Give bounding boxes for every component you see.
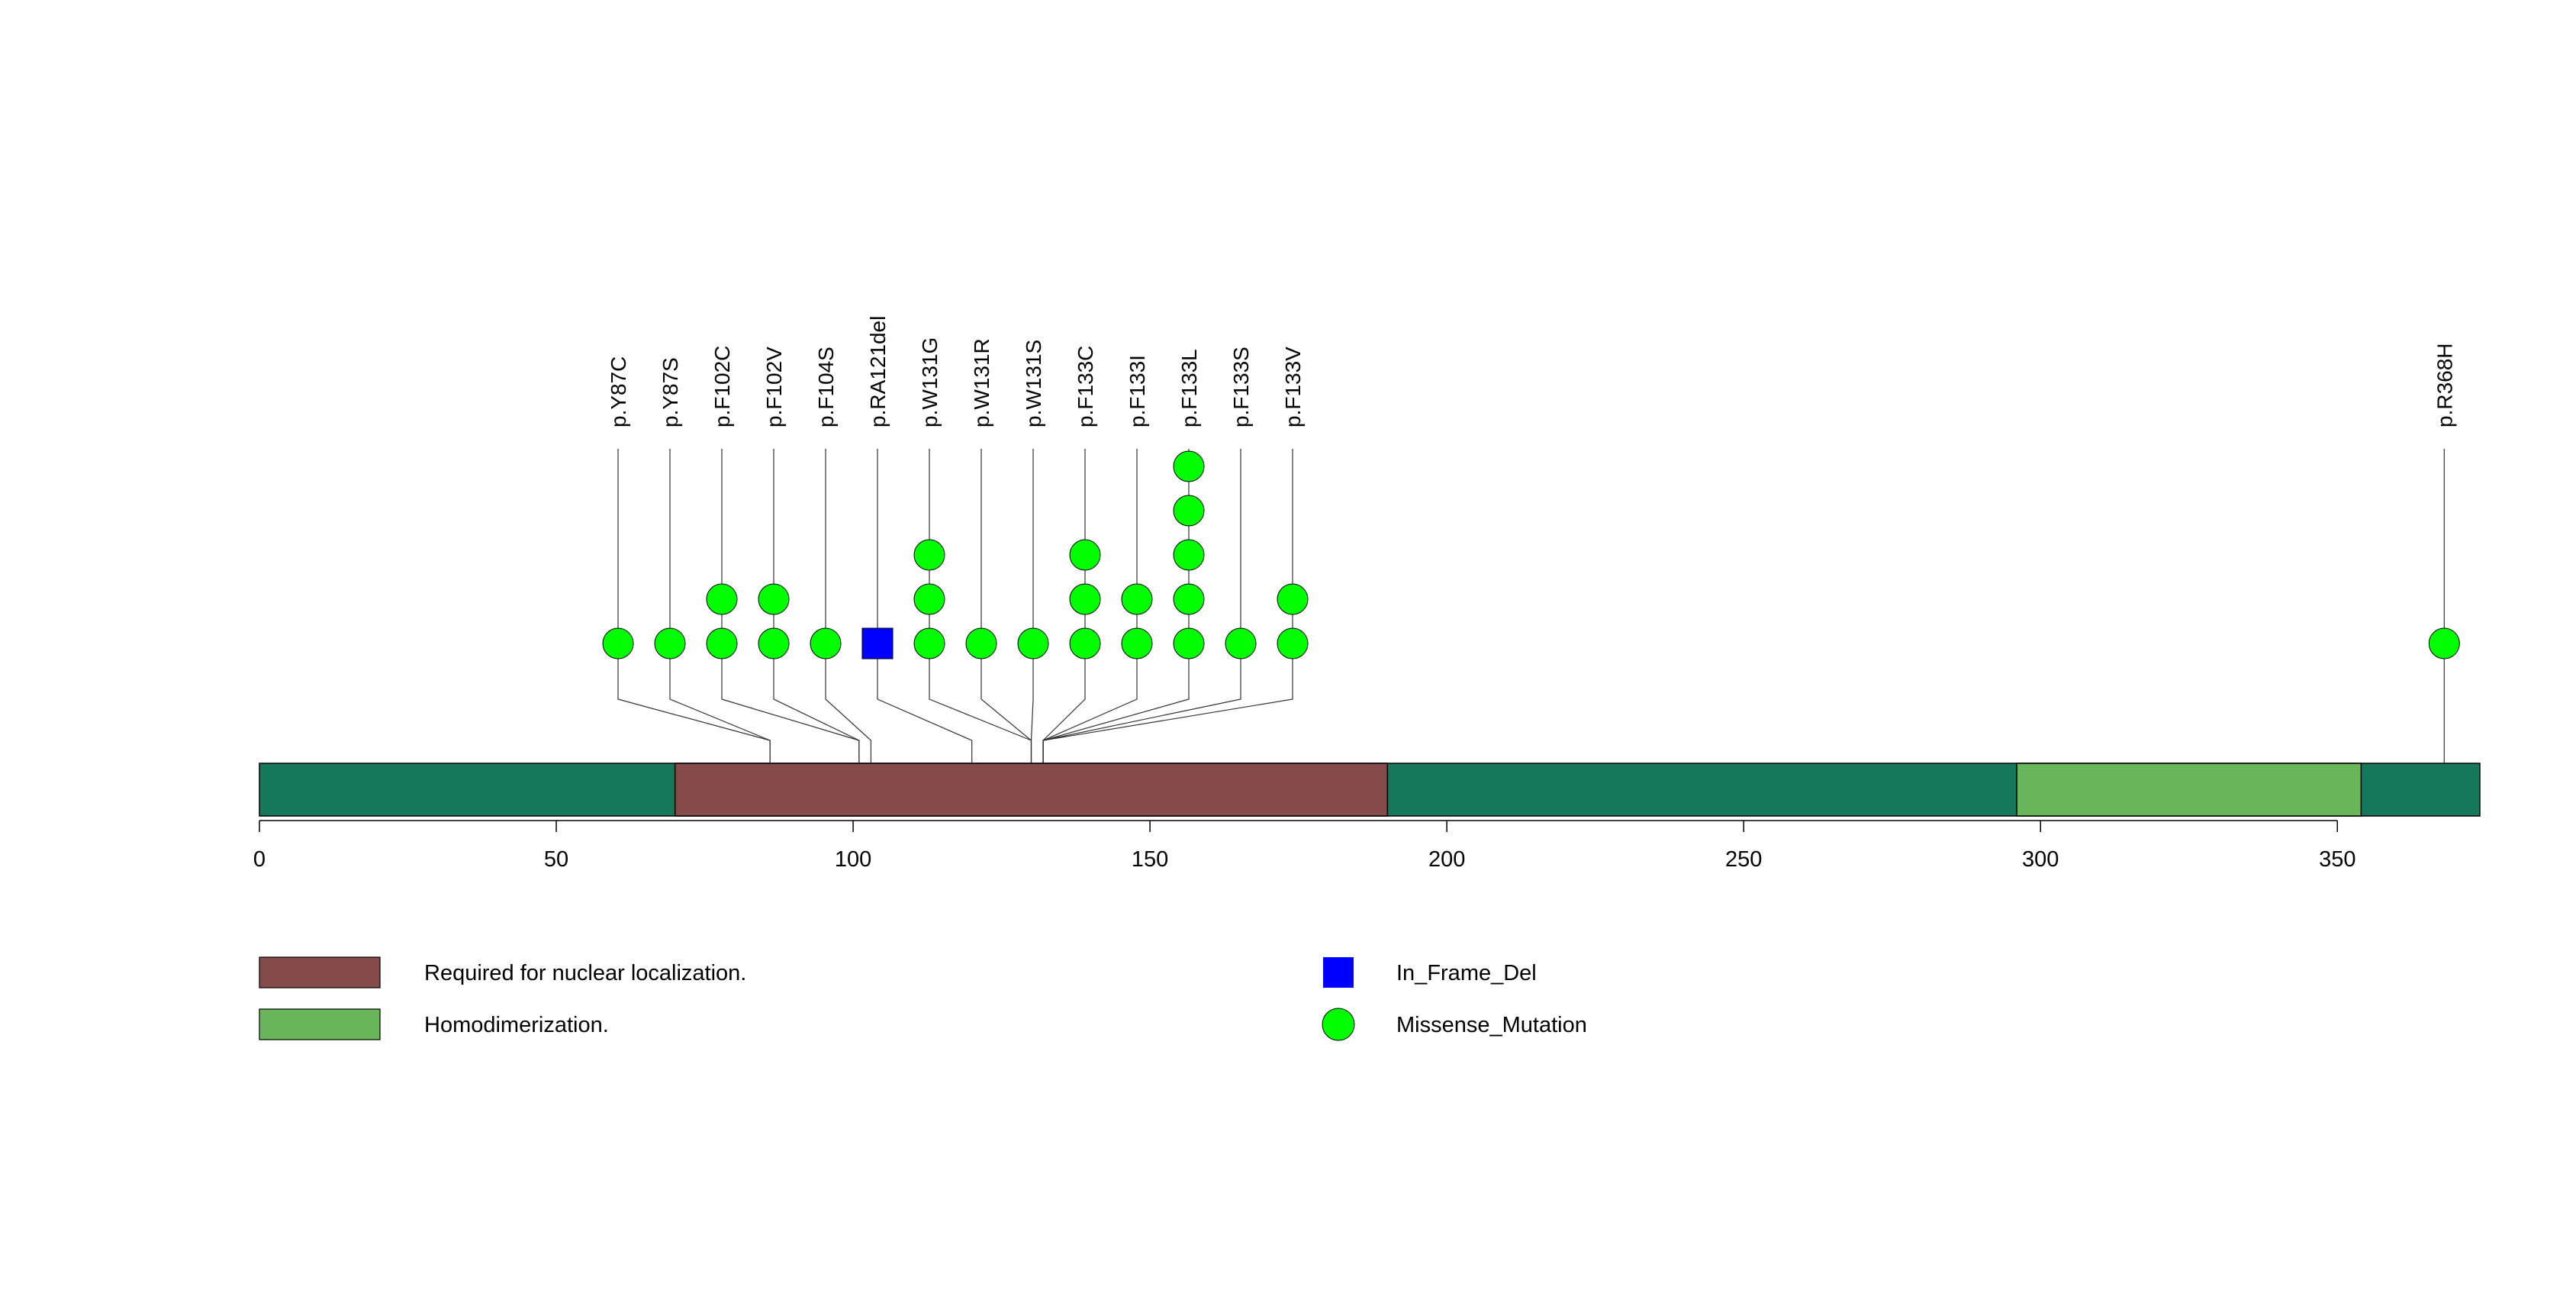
marker-p-f133l-1 [1173,627,1205,660]
marker-p-f133v-2 [1277,583,1309,615]
marker-p-w131r-1 [965,627,997,660]
position-axis: 0 50 100 150 200 250 300 350 [253,820,2355,872]
legend-label-missense-mutation: Missense_Mutation [1396,1013,1587,1037]
legend-marker-in-frame-del [1323,957,1354,988]
label-p-f133i: p.F133I [1125,355,1149,427]
marker-p-f133c-3 [1069,539,1101,571]
marker-p-w131g-3 [913,539,945,571]
connector-p-f133l [1042,449,1190,816]
marker-p-w131g-2 [913,583,945,615]
marker-p-f133l-5 [1173,450,1205,482]
domain-homodimerization [2016,763,2362,817]
marker-p-y87c-1 [602,627,634,660]
marker-p-f133i-1 [1121,627,1153,660]
label-p-f133c: p.F133C [1074,346,1097,427]
marker-p-f104s-1 [810,627,842,660]
label-p-w131r: p.W131R [970,338,993,427]
legend-marker-missense-mutation [1322,1008,1355,1041]
domain-required-for-nuclear-localization [674,763,1389,817]
legend-label-homodimerization: Homodimerization. [424,1013,609,1037]
legend-swatch-required-for-nuclear-localization [259,956,381,988]
axis-tick-label-200: 200 [1428,847,1465,872]
label-p-w131g: p.W131G [918,337,942,427]
axis-tick-label-100: 100 [835,847,871,872]
marker-p-f102v-2 [758,583,790,615]
label-p-y87c: p.Y87C [607,356,630,427]
legend-label-required-for-nuclear-localization: Required for nuclear localization. [424,961,746,985]
mutation-stacks [602,450,2460,660]
marker-p-f133c-1 [1069,627,1101,660]
marker-p-f133i-2 [1121,583,1153,615]
marker-p-f133s-1 [1225,627,1257,660]
marker-p-f102c-1 [706,627,738,660]
marker-p-f102c-2 [706,583,738,615]
marker-p-f133v-1 [1277,627,1309,660]
axis-tick-label-350: 350 [2319,847,2355,872]
axis-tick-label-0: 0 [253,847,266,872]
label-p-f133v: p.F133V [1281,347,1305,427]
label-p-f102v: p.F102V [762,347,786,427]
label-p-f133s: p.F133S [1229,347,1253,427]
marker-p-f133c-2 [1069,583,1101,615]
label-p-y87s: p.Y87S [658,357,682,427]
axis-tick-label-250: 250 [1725,847,1762,872]
axis-tick-label-150: 150 [1132,847,1168,872]
marker-p-w131g-1 [913,627,945,660]
legend: Required for nuclear localization. Homodi… [259,956,1587,1041]
connector-p-f102c [721,449,860,816]
marker-p-ra121del-1 [861,627,894,660]
marker-p-f133l-3 [1173,539,1205,571]
protein-backbone [259,763,2481,817]
mutation-labels: p.Y87C p.Y87S p.F102C p.F102V p.F104S p.RA121… [607,316,2456,427]
label-p-ra121del: p.RA121del [866,316,890,427]
marker-p-y87s-1 [654,627,686,660]
label-p-f102c: p.F102C [710,346,734,427]
legend-swatch-homodimerization [259,1008,381,1040]
marker-p-r368h-1 [2428,627,2460,660]
axis-tick-label-300: 300 [2022,847,2059,872]
marker-p-f133l-4 [1173,495,1205,527]
legend-label-in-frame-del: In_Frame_Del [1396,961,1537,985]
marker-p-w131s-1 [1017,627,1049,660]
marker-p-f133l-2 [1173,583,1205,615]
marker-p-f102v-1 [758,627,790,660]
label-p-w131s: p.W131S [1022,340,1045,427]
label-p-r368h: p.R368H [2433,343,2456,427]
label-p-f133l: p.F133L [1177,349,1201,427]
label-p-f104s: p.F104S [814,347,838,427]
axis-tick-label-50: 50 [544,847,568,872]
connector-p-y87c [617,449,771,816]
